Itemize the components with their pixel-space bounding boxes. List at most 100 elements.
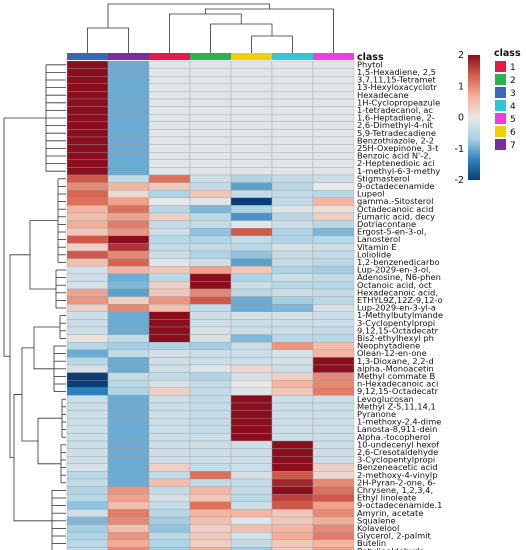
dendrogram-link [21,347,38,442]
heatmap-cell [312,311,355,320]
heatmap-cell [66,319,109,328]
row-label: 1-methyl-6-3-methy [357,166,440,176]
row-label: Lupeol [357,189,385,199]
heatmap-cell [271,395,314,404]
heatmap-cell [189,83,232,92]
row-label: Phytol [357,59,383,69]
heatmap-cell [312,319,355,328]
heatmap-cell [148,68,191,77]
heatmap-cell [107,235,150,244]
heatmap-cell [107,281,150,290]
heatmap-cell [230,319,273,328]
heatmap-cell [230,167,273,176]
row-label: gamma.-Sitosterol [357,196,433,206]
heatmap-cell [148,288,191,297]
heatmap-cell [189,220,232,229]
heatmap-cell [148,326,191,335]
row-label: Olean-12-en-one [357,348,427,358]
row-label: 2-Heptenedioic aci [357,158,435,168]
heatmap-cell [66,167,109,176]
heatmap-cell [271,243,314,252]
heatmap-cell [230,258,273,267]
heatmap-cell [271,410,314,419]
heatmap-cell [312,532,355,540]
heatmap-cell [271,349,314,358]
heatmap-cell [148,60,191,69]
heatmap-cell [148,486,191,495]
heatmap-cell [148,334,191,343]
heatmap-cell [271,60,314,69]
heatmap-cell [230,509,273,518]
heatmap-cell [66,121,109,130]
heatmap-cell [66,129,109,138]
colorbar-tick-label: -1 [455,144,464,155]
heatmap-cell [66,243,109,252]
heatmap-cell [312,273,355,282]
row-label: Betulinaldehyde [357,546,424,550]
row-label: n-Hexadecanoic aci [357,379,438,389]
heatmap-cell [148,182,191,191]
heatmap-cell [66,106,109,115]
heatmap-cell [66,136,109,145]
row-label: Benzothiazole, 2-2 [357,135,434,145]
heatmap-cell [271,266,314,274]
heatmap-cell [189,91,232,100]
heatmap-cell [271,235,314,244]
row-label: 2-methoxy-4-vinylp [357,470,437,480]
heatmap-cell [312,68,355,77]
heatmap-cell [148,425,191,434]
colorbar-gradient [468,55,480,180]
dendrogram-link [13,394,52,522]
row-label: Ergost-5-en-3-ol, [357,227,427,237]
heatmap-cell [66,478,109,487]
heatmap-cell [148,372,191,381]
heatmap-cell [189,304,232,312]
row-label: 1-Methylbutylmande [357,310,443,320]
row-label: Lup-2029-en-3-yl-a [357,303,436,313]
heatmap-cell [312,509,355,518]
heatmap-cell [107,136,150,145]
heatmap-cell [271,167,314,176]
heatmap-cell [189,342,232,350]
class-bar-cell [149,53,190,60]
class-legend-swatch [495,126,506,137]
heatmap-cell [312,463,355,472]
heatmap-cell [230,471,273,480]
heatmap-cell [312,159,355,168]
row-label: 1H-Cyclopropeazule [357,97,440,107]
heatmap-cell [66,281,109,290]
heatmap-cell [107,440,150,449]
heatmap-cell [189,76,232,84]
heatmap-cells [66,60,355,550]
heatmap-cell [66,372,109,381]
heatmap-cell [148,524,191,533]
heatmap-cell [107,220,150,229]
heatmap-cell [271,182,314,191]
dendrogram-link [3,117,46,357]
heatmap-cell [66,76,109,84]
heatmap-cell [230,539,273,548]
heatmap-cell [66,486,109,495]
heatmap-cell [148,114,191,122]
row-label: Adenosine, N6-phen [357,272,441,282]
heatmap-cell [230,387,273,396]
heatmap-cell [271,311,314,320]
heatmap-cell [230,273,273,282]
heatmap-cell [107,266,150,274]
heatmap-cell [148,129,191,138]
heatmap-cell [107,402,150,411]
heatmap-cell [189,106,232,115]
heatmap-cell [271,174,314,183]
heatmap-cell [271,288,314,297]
heatmap-cell [312,228,355,236]
heatmap-cell [107,311,150,320]
heatmap-cell [312,212,355,221]
heatmap-cell [189,296,232,305]
dendrogram-link [87,27,129,53]
heatmap-cell [271,440,314,449]
heatmap-cell [312,266,355,274]
heatmap-cell [107,258,150,267]
heatmap-cell [271,456,314,464]
heatmap-cell [66,304,109,312]
